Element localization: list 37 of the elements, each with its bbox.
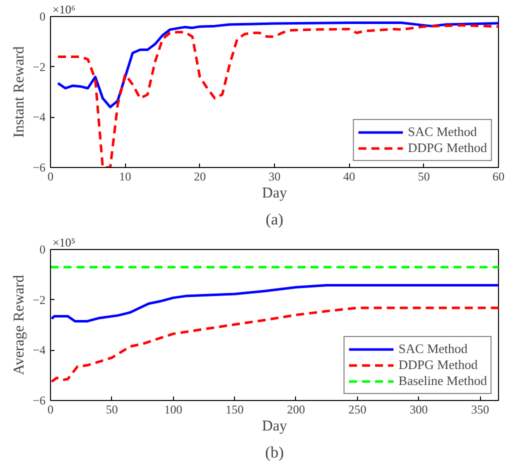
x-tick-label: 350 [471,402,490,416]
x-tick-label: 50 [106,402,118,416]
y-axis-title: Average Reward [12,274,28,376]
annotation: ×10⁵ [52,236,76,250]
legend-label: Baseline Method [398,373,487,389]
legend-label: DDPG Method [408,140,487,156]
text: (a) [266,212,284,228]
legend-label: SAC Method [408,124,477,140]
x-tick-label: 40 [343,170,356,184]
x-tick-label: 10 [119,170,132,184]
y-axis-title: Instant Reward [12,46,28,138]
x-tick-label: 150 [226,402,244,416]
x-axis-title: Day [262,186,288,202]
line-series [56,24,498,168]
x-axis-title: Day [262,418,288,434]
y-tick-label: −2 [32,292,46,307]
x-tick-label: 60 [492,170,504,184]
text: (b) [265,444,284,462]
y-tick-label: −6 [32,160,46,174]
x-tick-label: 300 [410,402,428,416]
x-tick-label: 30 [268,170,280,184]
y-tick-label: −2 [32,60,46,74]
y-tick-label: −6 [32,394,46,408]
x-tick-label: 200 [286,402,305,416]
legend-label: DDPG Method [398,357,478,373]
annotation: ×10⁶ [52,2,76,16]
x-tick-label: 50 [418,170,430,184]
line-series [50,284,498,322]
x-tick-label: 100 [164,402,182,416]
y-tick-label: −4 [32,110,46,124]
legend-label: SAC Method [398,341,468,357]
y-tick-label: 0 [40,242,46,256]
x-tick-label: 250 [348,402,366,416]
x-tick-label: 20 [194,170,206,184]
line-series [56,22,498,108]
y-tick-label: 0 [40,10,46,24]
y-tick-label: −4 [32,343,46,358]
